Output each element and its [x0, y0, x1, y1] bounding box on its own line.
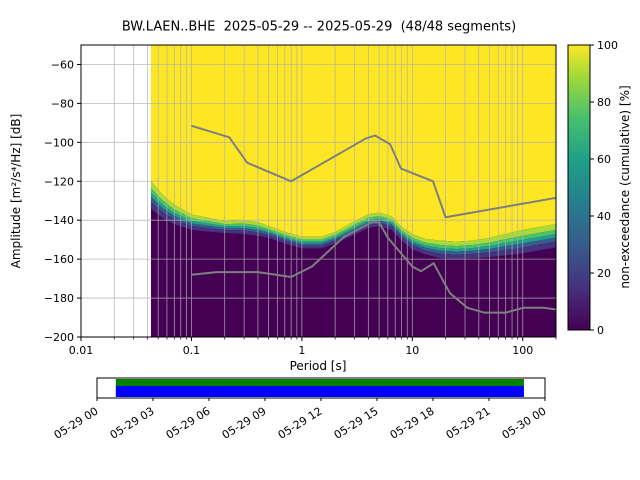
- axis-ticks: 0.01 0.1 1 10 100 −200 −180 −160 −140 −120 −100 −80…: [44, 39, 618, 357]
- y-tick-label: −80: [51, 97, 74, 110]
- y-tick-label: −120: [44, 175, 74, 188]
- y-tick-label: −160: [44, 253, 74, 266]
- colorbar-tick-label: 0: [597, 324, 604, 337]
- y-axis-label: Amplitude [m²/s⁴/Hz] [dB]: [9, 113, 23, 269]
- exceedance-yellow-region: [150, 45, 556, 242]
- psd-distribution: [150, 45, 556, 337]
- x-tick-label: 0.01: [69, 344, 94, 357]
- timeline-tick-label: 05-29 18: [388, 405, 437, 442]
- timeline-tick-label: 05-29 21: [444, 405, 493, 442]
- x-tick-label: 10: [405, 344, 419, 357]
- colorbar-tick-label: 80: [597, 96, 611, 109]
- timeline-tick-label: 05-29 15: [332, 405, 381, 442]
- x-tick-label: 0.1: [183, 344, 201, 357]
- y-tick-label: −100: [44, 136, 74, 149]
- colorbar-tick-label: 40: [597, 210, 611, 223]
- colorbar: [567, 44, 591, 331]
- coverage-used-bar: [115, 379, 524, 386]
- colorbar-tick-label: 100: [597, 39, 618, 52]
- timeline-tick-label: 05-29 09: [220, 405, 269, 442]
- timeline-tick-label: 05-29 00: [52, 405, 101, 442]
- colorbar-tick-label: 60: [597, 153, 611, 166]
- x-axis-label: Period [s]: [289, 359, 347, 373]
- y-tick-label: −60: [51, 58, 74, 71]
- x-tick-label: 100: [512, 344, 533, 357]
- timeline-tick-label: 05-29 03: [108, 405, 157, 442]
- colorbar-label: non-exceedance (cumulative) [%]: [618, 85, 632, 289]
- nlnm-line: [191, 221, 556, 314]
- y-tick-label: −200: [44, 331, 74, 344]
- x-tick-label: 1: [298, 344, 305, 357]
- nhnm-line: [191, 124, 556, 219]
- timeline-tick-label: 05-29 06: [164, 405, 213, 442]
- gridlines: [80, 45, 557, 338]
- transition-band: [150, 201, 556, 260]
- y-tick-label: −140: [44, 214, 74, 227]
- coverage-data-bar: [115, 386, 524, 397]
- plot-title: BW.LAEN..BHE 2025-05-29 -- 2025-05-29 (4…: [121, 19, 517, 35]
- y-tick-label: −180: [44, 292, 74, 305]
- axes-frame: [80, 44, 557, 338]
- timeline-tick-label: 05-30 00: [500, 405, 549, 442]
- coverage-timeline: 05-29 00 05-29 03 05-29 06 05-29 09 05-29 12…: [52, 377, 549, 442]
- colorbar-tick-label: 20: [597, 267, 611, 280]
- timeline-tick-label: 05-29 12: [276, 405, 325, 442]
